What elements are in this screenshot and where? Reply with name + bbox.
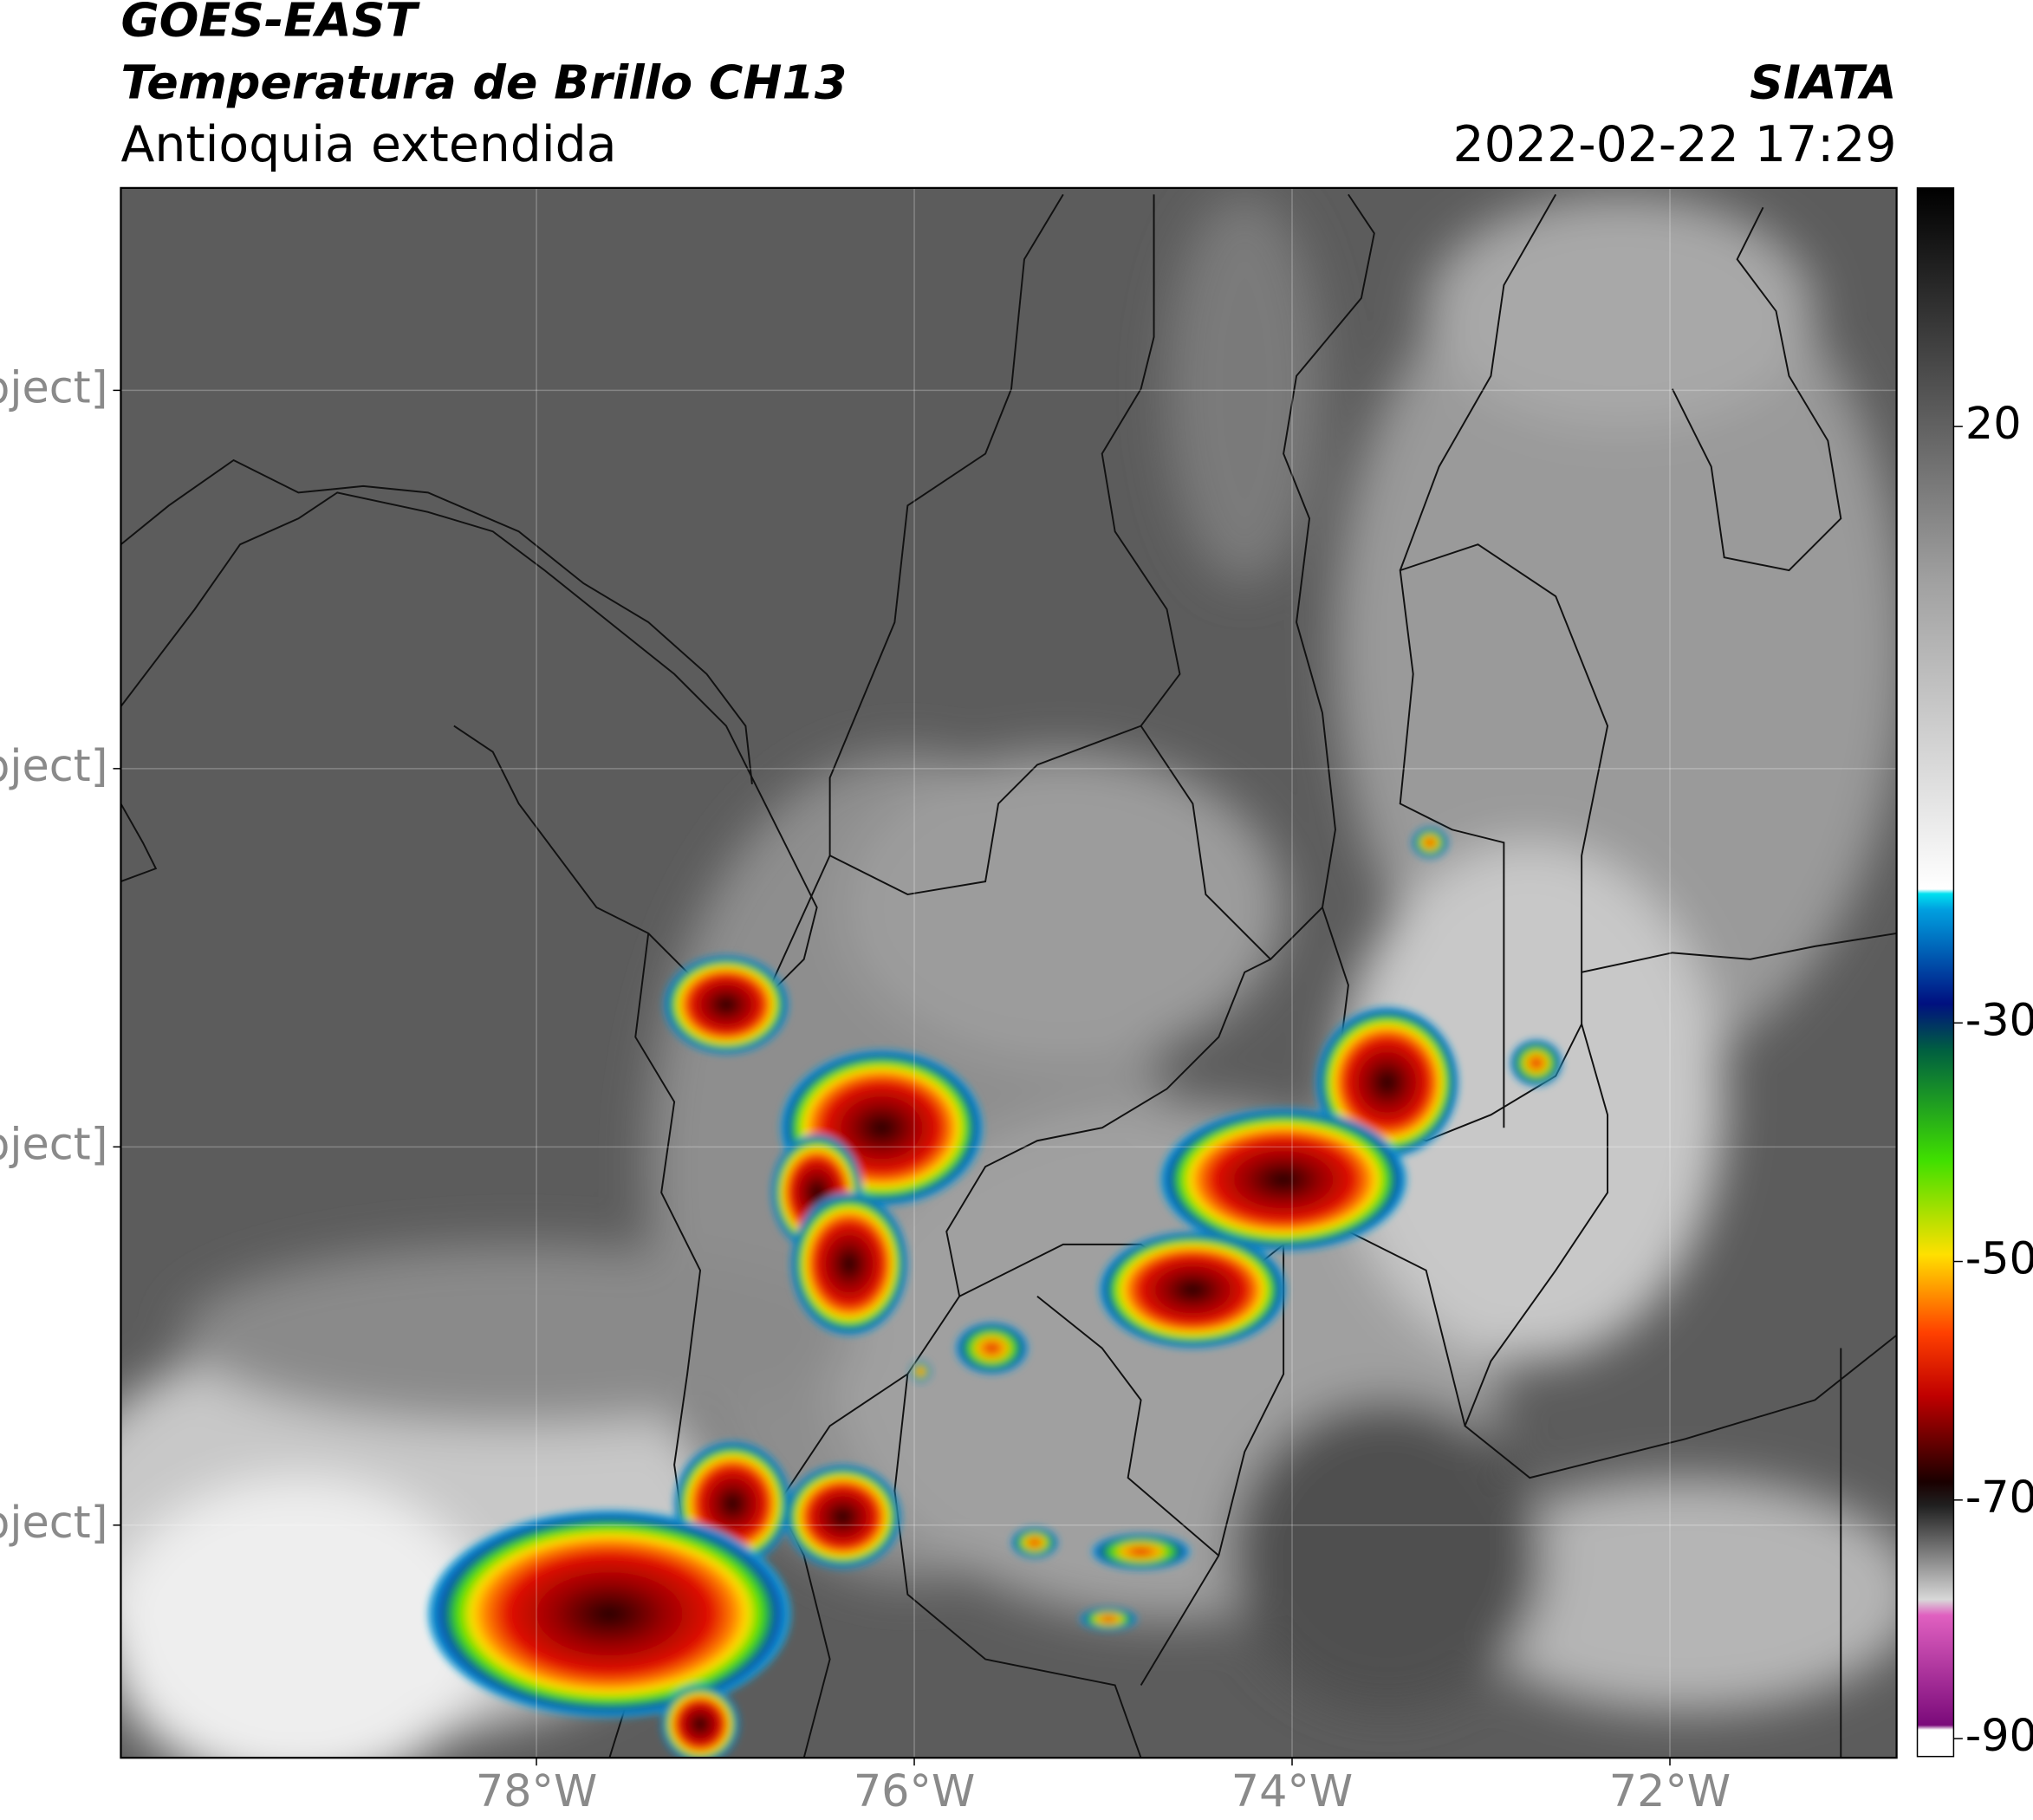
y-tick-label: [object Object] — [0, 1118, 107, 1169]
colorbar-tick-label: -30 — [1965, 994, 2033, 1045]
x-tick-label: 74°W — [1231, 1765, 1353, 1817]
map-image — [120, 187, 1897, 1758]
y-tick-label: [object Object] — [0, 1497, 107, 1548]
x-tick-label: 78°W — [476, 1765, 597, 1817]
map-frame — [120, 186, 1898, 1759]
y-tick-label: [object Object] — [0, 361, 107, 413]
colorbar-tick-label: -50 — [1965, 1233, 2033, 1284]
datetime: 2022-02-22 17:29 — [1453, 116, 1897, 173]
colorbar-tick-label: 20 — [1965, 398, 2022, 449]
y-tick-label: [object Object] — [0, 740, 107, 791]
region: Antioquia extendida — [120, 116, 616, 173]
colorbar — [1916, 187, 1955, 1758]
product: Temperatura de Brillo CH13 — [120, 55, 847, 109]
colorbar-tick-label: -90 — [1965, 1710, 2033, 1761]
grid — [120, 187, 1897, 1758]
colorbar-tick-label: -70 — [1965, 1472, 2033, 1523]
x-tick-label: 72°W — [1609, 1765, 1731, 1817]
source: SIATA — [1750, 55, 1897, 109]
x-tick-label: 76°W — [854, 1765, 975, 1817]
satellite: GOES-EAST — [120, 0, 420, 48]
